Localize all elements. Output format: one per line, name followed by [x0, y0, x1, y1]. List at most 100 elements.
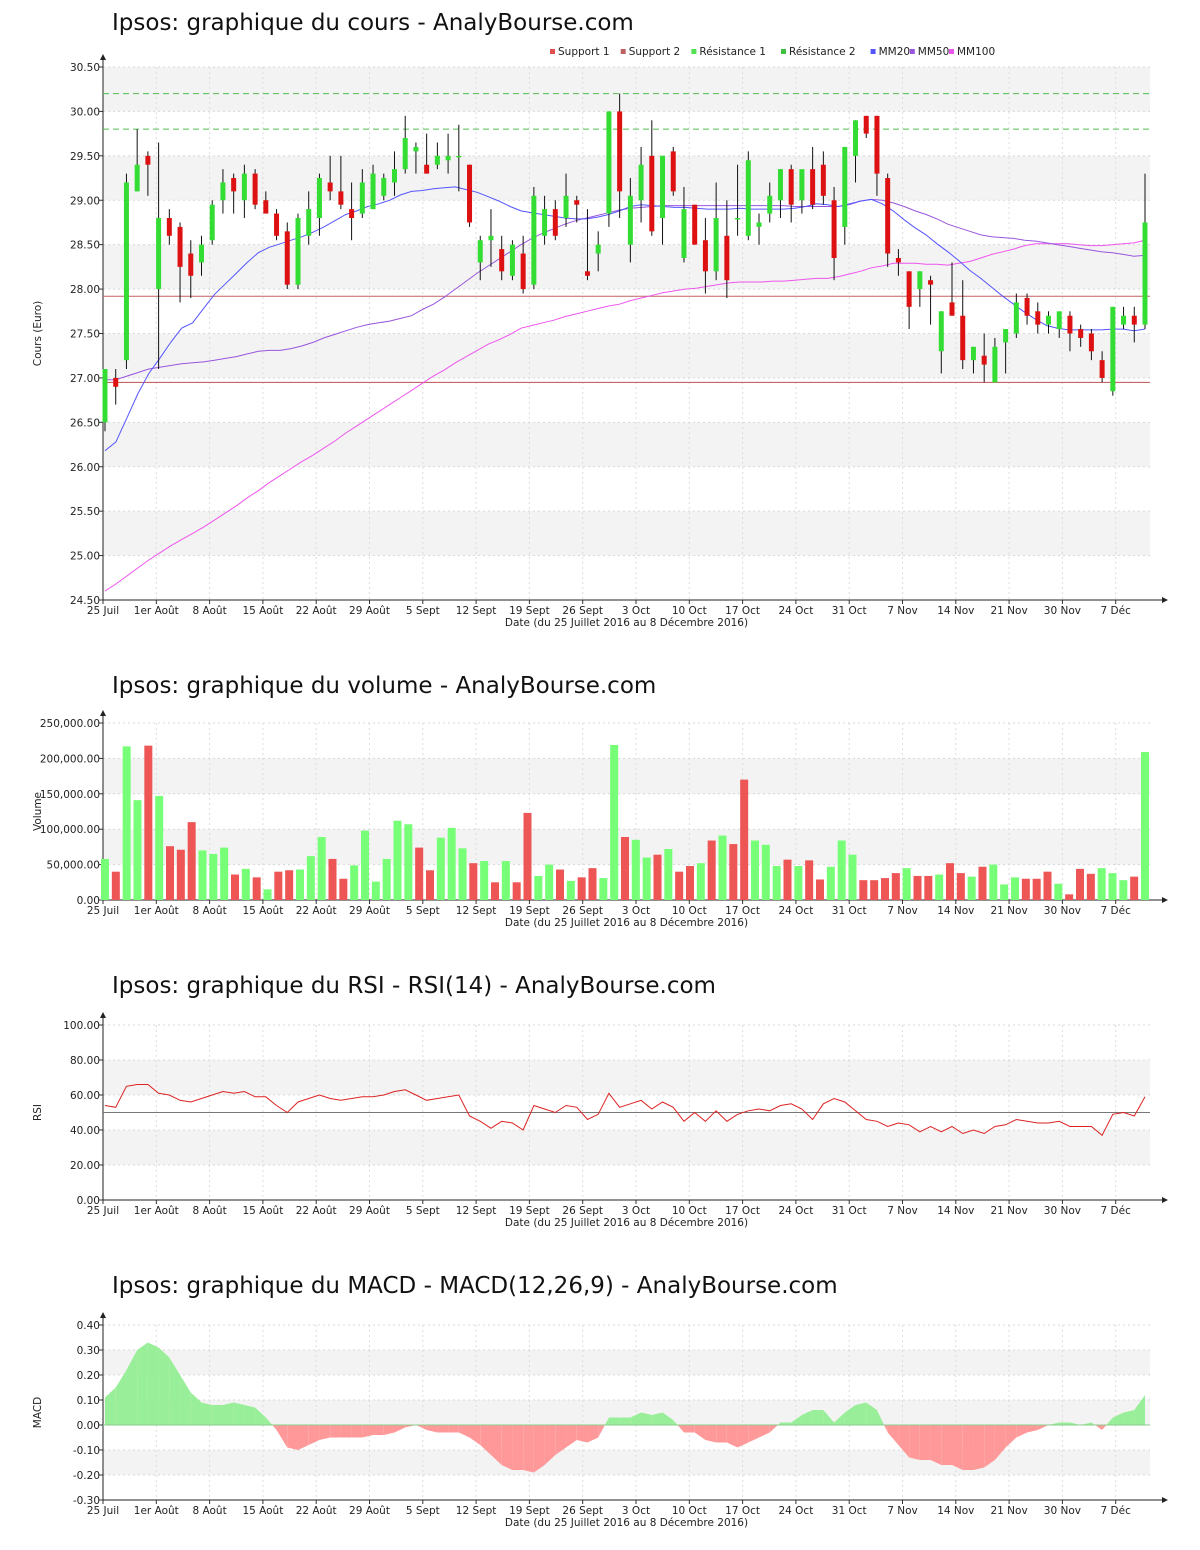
candle-body — [992, 346, 998, 383]
volume-bar — [642, 857, 651, 900]
legend-swatch — [691, 49, 697, 54]
macd-chart-title: Ipsos: graphique du MACD - MACD(12,26,9)… — [112, 1273, 838, 1299]
rsi-panel: Ipsos: graphique du RSI - RSI(14) - Anal… — [0, 973, 1200, 1233]
candle-body — [649, 155, 655, 232]
macd-area-segment — [909, 1425, 920, 1460]
y-tick-label: 27.00 — [70, 373, 100, 385]
macd-area-segment — [490, 1425, 502, 1465]
macd-area-segment — [147, 1342, 159, 1425]
macd-area-segment — [780, 1422, 792, 1425]
candle-body — [681, 209, 687, 258]
volume-bar — [902, 868, 911, 900]
volume-bar — [1141, 752, 1149, 900]
candle-body — [1099, 360, 1105, 378]
macd-area-segment — [158, 1347, 170, 1425]
x-tick-label: 3 Oct — [622, 1205, 650, 1217]
x-tick-label: 7 Déc — [1101, 605, 1132, 617]
x-tick-label: 31 Oct — [832, 605, 867, 617]
candle-body — [327, 182, 333, 192]
candle-body — [960, 315, 966, 361]
candle-body — [906, 271, 912, 307]
price-chart-title: Ipsos: graphique du cours - AnalyBourse.… — [112, 10, 634, 36]
y-tick-label: 27.50 — [70, 329, 100, 341]
x-tick-label: 5 Sept — [406, 1505, 440, 1517]
candle-body — [928, 280, 934, 285]
grid-band — [103, 758, 1150, 794]
y-axis-title: MACD — [32, 1397, 44, 1428]
volume-bar — [545, 864, 554, 900]
x-axis-title: Date (du 25 Juillet 2016 au 8 Décembre 2… — [505, 617, 748, 629]
candle-body — [220, 182, 226, 201]
x-tick-label: 17 Oct — [725, 1505, 760, 1517]
x-tick-label: 25 Juil — [87, 905, 119, 917]
x-tick-label: 29 Août — [349, 605, 390, 617]
x-tick-label: 8 Août — [192, 1205, 226, 1217]
volume-chart: 0.00 50,000.00 100,000.00 150,000.00 200,000… — [32, 710, 1168, 929]
candle-body — [831, 200, 837, 258]
candle-body — [735, 218, 741, 220]
x-tick-label: 31 Oct — [832, 1205, 867, 1217]
candle-body — [670, 151, 676, 192]
x-tick-label: 17 Oct — [725, 605, 760, 617]
candle-body — [574, 200, 580, 205]
candle-body — [1067, 315, 1073, 334]
volume-bar — [686, 866, 694, 900]
y-tick-label: 25.50 — [70, 506, 100, 518]
volume-bar — [631, 839, 640, 900]
y-tick-label: 200,000.00 — [40, 753, 100, 765]
y-tick-label: 0.00 — [77, 895, 100, 907]
macd-area-segment — [994, 1425, 1006, 1460]
legend-swatch — [781, 49, 786, 54]
candle-body — [595, 244, 601, 254]
x-tick-label: 12 Sept — [456, 905, 497, 917]
legend-label: MM20 — [879, 46, 910, 58]
macd-area-segment — [694, 1425, 706, 1440]
x-tick-label: 30 Nov — [1044, 1505, 1081, 1517]
macd-area-segment — [748, 1425, 760, 1443]
candle-body — [241, 173, 247, 201]
volume-bar — [653, 854, 662, 900]
y-tick-label: -0.20 — [73, 1470, 100, 1482]
macd-area-segment — [373, 1425, 384, 1435]
candle-body — [391, 169, 397, 183]
x-tick-label: 31 Oct — [832, 1505, 867, 1517]
volume-bar — [891, 873, 900, 900]
x-tick-label: 25 Juil — [87, 1505, 119, 1517]
volume-bar — [469, 863, 478, 900]
candle-body — [1088, 333, 1094, 352]
macd-area-segment — [855, 1402, 867, 1425]
x-tick-label: 25 Juil — [87, 605, 119, 617]
candle-body — [338, 191, 344, 205]
macd-area-segment — [1016, 1425, 1028, 1438]
x-tick-label: 22 Août — [296, 605, 337, 617]
volume-bar — [166, 846, 174, 900]
candle-body — [1024, 297, 1030, 316]
candle-body — [402, 138, 408, 170]
candle-body — [853, 120, 859, 156]
y-tick-label: 100,000.00 — [40, 824, 100, 836]
volume-bar — [610, 744, 619, 900]
x-tick-label: 10 Oct — [672, 905, 707, 917]
macd-area-segment — [233, 1402, 245, 1425]
x-tick-label: 17 Oct — [725, 905, 760, 917]
macd-area-segment — [115, 1370, 127, 1425]
macd-area-segment — [512, 1425, 524, 1470]
volume-bar — [436, 837, 445, 900]
volume-bar — [231, 874, 239, 900]
macd-area-segment — [426, 1425, 438, 1433]
candle-body — [617, 111, 623, 192]
y-tick-label: -0.10 — [73, 1445, 100, 1457]
x-tick-label: 14 Nov — [937, 605, 974, 617]
x-tick-label: 15 Août — [242, 1205, 283, 1217]
y-tick-label: 0.40 — [77, 1320, 100, 1332]
macd-area-segment — [1094, 1425, 1103, 1430]
volume-bar — [371, 881, 380, 900]
volume-bar — [1076, 868, 1084, 900]
y-axis-arrow — [100, 710, 106, 716]
macd-area-segment — [737, 1425, 749, 1448]
y-tick-label: 20.00 — [70, 1160, 100, 1172]
candle-body — [895, 257, 901, 263]
macd-area-segment — [222, 1402, 234, 1425]
candle-body — [424, 164, 430, 174]
macd-area-segment — [201, 1402, 213, 1425]
